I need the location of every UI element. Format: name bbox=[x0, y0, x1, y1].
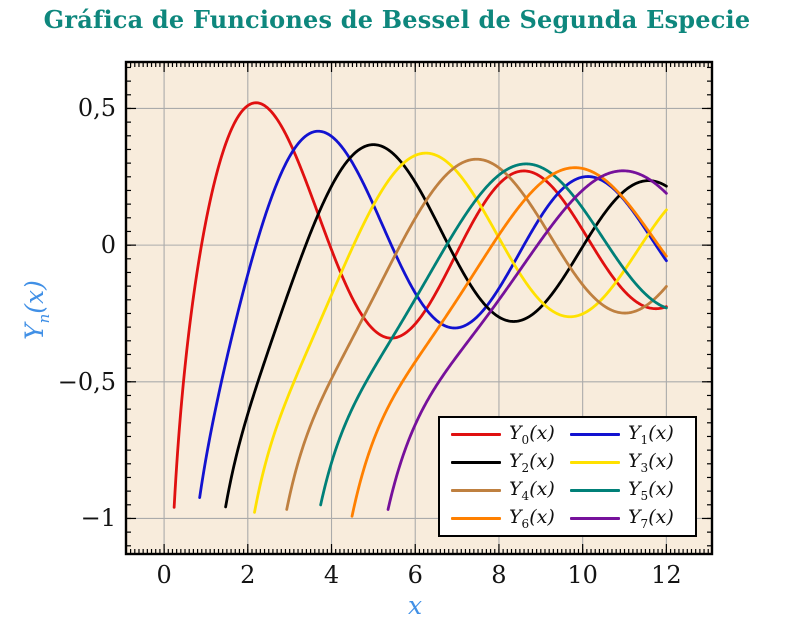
legend-label-part: Y bbox=[628, 422, 641, 445]
x-axis-label: x bbox=[407, 591, 423, 620]
legend-label-part: (x) bbox=[648, 477, 674, 500]
legend-label-part: (x) bbox=[648, 505, 674, 528]
legend-label-part: 4 bbox=[521, 488, 530, 503]
y-tick-label: 0,5 bbox=[77, 94, 116, 123]
legend-swatch bbox=[451, 488, 501, 492]
legend-label-part: Y bbox=[509, 422, 522, 445]
legend-label-part: 1 bbox=[640, 433, 649, 448]
x-tick-label: 8 bbox=[491, 561, 507, 589]
x-tick-label: 12 bbox=[651, 561, 682, 589]
curve-Y6(x) bbox=[350, 166, 668, 518]
legend-item: Y4(x) bbox=[451, 478, 570, 503]
legend-label-part: 6 bbox=[521, 516, 530, 531]
x-tick-label: 2 bbox=[240, 561, 256, 589]
legend-item: Y1(x) bbox=[570, 422, 691, 447]
y-tick-label: −0,5 bbox=[57, 367, 116, 396]
y-tick-label: −1 bbox=[80, 504, 116, 533]
legend-label-part: Y bbox=[509, 505, 522, 528]
legend-label-part: 0 bbox=[521, 433, 530, 448]
x-tick-label: 0 bbox=[156, 561, 172, 589]
plot-frame bbox=[124, 60, 714, 556]
legend-item: Y5(x) bbox=[570, 478, 691, 503]
legend: Y0(x) Y1(x) Y2(x) Y3(x) Y4(x) Y5(x) Y6(x) Y7(x) bbox=[438, 416, 697, 537]
curve-Y3(x) bbox=[253, 151, 668, 514]
x-tick-label: 10 bbox=[567, 561, 598, 589]
legend-label: Y0(x) bbox=[509, 422, 555, 447]
legend-label: Y3(x) bbox=[628, 450, 674, 475]
legend-label-part: Y bbox=[509, 477, 522, 500]
legend-label-part: (x) bbox=[648, 422, 674, 445]
curve-Y5(x) bbox=[319, 162, 668, 507]
legend-item: Y6(x) bbox=[451, 506, 570, 531]
legend-label-part: Y bbox=[628, 450, 641, 473]
curve-Y2(x) bbox=[224, 143, 668, 509]
legend-label-part: Y bbox=[509, 450, 522, 473]
legend-label-part: (x) bbox=[529, 477, 555, 500]
legend-label: Y6(x) bbox=[509, 506, 555, 531]
legend-item: Y7(x) bbox=[570, 506, 691, 531]
legend-label-part: 5 bbox=[640, 488, 649, 503]
legend-label-part: (x) bbox=[529, 505, 555, 528]
legend-swatch bbox=[451, 433, 501, 437]
y-axis-label-sub: n bbox=[35, 313, 53, 324]
x-tick-label: 6 bbox=[407, 561, 423, 589]
legend-label-part: (x) bbox=[529, 422, 555, 445]
legend-item: Y0(x) bbox=[451, 422, 570, 447]
legend-swatch bbox=[570, 488, 620, 492]
legend-item: Y3(x) bbox=[570, 450, 691, 475]
curve-Y4(x) bbox=[285, 157, 668, 511]
legend-label: Y5(x) bbox=[628, 478, 674, 503]
legend-label-part: Y bbox=[628, 505, 641, 528]
y-axis-label-arg: (x) bbox=[20, 280, 49, 314]
legend-swatch bbox=[570, 433, 620, 437]
legend-label-part: (x) bbox=[529, 450, 555, 473]
legend-label: Y2(x) bbox=[509, 450, 555, 475]
y-tick-label: 0 bbox=[100, 231, 116, 260]
y-axis-label-base: Y bbox=[20, 323, 49, 340]
legend-label: Y1(x) bbox=[628, 422, 674, 447]
legend-label-part: 7 bbox=[640, 516, 649, 531]
chart-title: Gráfica de Funciones de Bessel de Segund… bbox=[43, 5, 751, 34]
legend-swatch bbox=[451, 516, 501, 520]
curve-Y7(x) bbox=[386, 169, 668, 511]
legend-swatch bbox=[570, 516, 620, 520]
legend-label: Y4(x) bbox=[509, 478, 555, 503]
legend-item: Y2(x) bbox=[451, 450, 570, 475]
legend-label-part: Y bbox=[628, 477, 641, 500]
legend-swatch bbox=[570, 461, 620, 465]
curve-Y0(x) bbox=[172, 101, 668, 509]
legend-label-part: 3 bbox=[640, 461, 649, 476]
legend-label: Y7(x) bbox=[628, 506, 674, 531]
curve-Y1(x) bbox=[198, 129, 668, 499]
legend-swatch bbox=[451, 461, 501, 465]
legend-label-part: (x) bbox=[648, 450, 674, 473]
legend-label-part: 2 bbox=[521, 461, 530, 476]
curves bbox=[172, 101, 668, 518]
x-tick-label: 4 bbox=[323, 561, 340, 589]
